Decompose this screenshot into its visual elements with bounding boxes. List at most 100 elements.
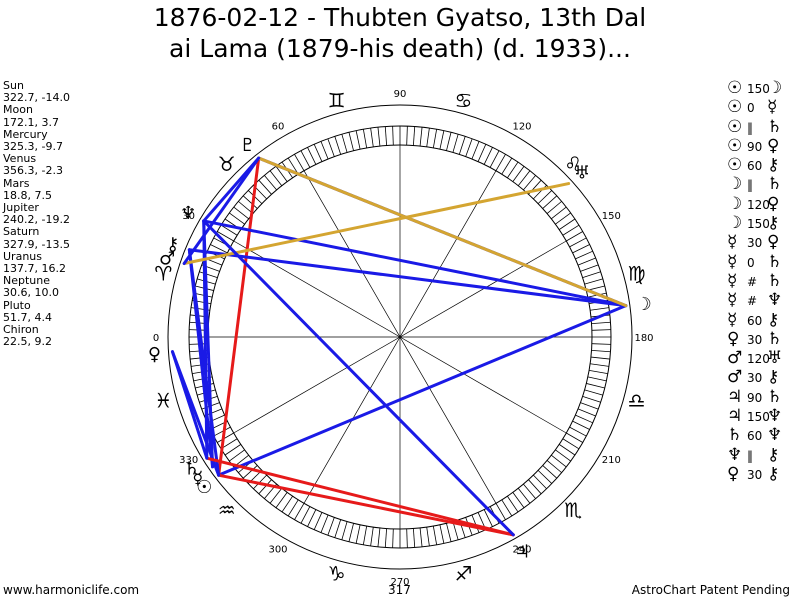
zodiac-sign-glyph: ♐ (454, 562, 472, 586)
aspect-angle: 90 (747, 139, 763, 154)
degree-tick (542, 195, 558, 209)
degree-tick (199, 271, 218, 279)
degree-tick (551, 454, 567, 468)
degree-tick (566, 432, 583, 443)
aspect-row: ☉ 150☽ (727, 78, 787, 98)
position-name: Venus (3, 152, 37, 166)
aspect-angle: 60 (747, 159, 763, 174)
aspect-planet-glyph: ⚷ (767, 213, 780, 234)
position-value: 18.8, 7.5 (3, 188, 52, 202)
degree-tick (507, 495, 519, 513)
degree-tick (300, 506, 311, 524)
degree-tick (528, 479, 542, 495)
degree-tick (307, 147, 317, 165)
position-value: 240.2, -19.2 (3, 213, 70, 227)
degree-tick (458, 136, 466, 155)
aspect-planet-glyph: ♆ (767, 290, 783, 311)
degree-tick (512, 166, 525, 182)
aspect-row: ☉ 90 ♀ (727, 136, 787, 156)
degree-tick (370, 527, 374, 547)
degree-tick (432, 526, 438, 545)
degree-tick (213, 426, 231, 437)
position-value: 327.9, -13.5 (3, 237, 70, 251)
degree-tick (590, 356, 610, 360)
aspect-angle: 0 (747, 101, 755, 116)
planet-glyph: ♃ (514, 541, 530, 562)
aspect-planet-glyph: ♄ (727, 425, 743, 446)
degree-tick (589, 369, 608, 375)
degree-tick (320, 141, 329, 160)
aspect-angle: 120 (747, 352, 770, 367)
aspect-planet-glyph: ♀ (727, 463, 740, 484)
aspect-planet-glyph: ♆ (727, 444, 743, 465)
aspect-line (217, 156, 261, 477)
aspect-line (202, 156, 261, 223)
degree-tick (419, 527, 423, 547)
degree-label: 150 (602, 211, 621, 222)
zodiac-sign-glyph: ♒ (218, 498, 236, 522)
degree-label: 60 (272, 122, 285, 133)
aspect-angle: 60 (747, 429, 763, 444)
degree-tick (384, 528, 388, 548)
aspect-planet-glyph: ☿ (767, 97, 778, 118)
degree-label: 180 (634, 333, 653, 344)
chart-title-line-2: ai Lama (1879-his death) (d. 1933)... (169, 34, 631, 63)
degree-tick (591, 321, 611, 325)
degree-tick (269, 488, 283, 504)
degree-tick (501, 499, 513, 517)
zodiac-sign-glyph: ♑ (328, 562, 346, 586)
planet-glyph: ☿ (192, 468, 203, 489)
degree-tick (327, 138, 335, 157)
degree-tick (377, 127, 381, 147)
aspect-planet-glyph: ☽ (767, 78, 783, 98)
zodiac-sign-glyph: ♎ (628, 388, 646, 412)
aspect-angle: 30 (747, 236, 763, 251)
degree-tick (582, 271, 601, 279)
aspect-planet-glyph: ♂ (727, 367, 743, 388)
degree-tick (258, 479, 272, 495)
position-value: 22.5, 9.2 (3, 335, 52, 349)
footer-number: 317 (388, 583, 411, 597)
aspect-line (217, 473, 515, 537)
aspect-planet-glyph: ☉ (727, 97, 743, 118)
degree-tick (465, 138, 473, 157)
aspect-lines (170, 156, 628, 537)
aspect-planet-glyph: ⚷ (767, 155, 780, 176)
degree-labels: 0 30 60 90 120 150 180 210 240 270 300 330 (153, 89, 654, 588)
planet-glyph: ♇ (239, 135, 255, 156)
footer-website: www.harmoniclife.com (3, 583, 140, 597)
aspect-angle: 30 (747, 467, 763, 482)
aspect-planet-glyph: ♆ (767, 425, 783, 446)
aspect-angle: 60 (747, 313, 763, 328)
zodiac-sign-glyph: ♓ (154, 388, 172, 412)
position-name: Neptune (3, 274, 51, 288)
aspect-row: ♂ 120♅ (727, 348, 787, 368)
degree-tick (580, 264, 599, 272)
chart-title-line-1: 1876-02-12 - Thubten Gyatso, 13th Dal (153, 3, 647, 32)
degree-tick (551, 206, 567, 220)
aspect-planet-glyph: ☽ (727, 193, 743, 214)
degree-tick (537, 470, 553, 484)
degree-tick (446, 523, 452, 542)
degree-tick (590, 307, 610, 311)
degree-tick (220, 224, 238, 236)
degree-tick (533, 474, 547, 490)
aspect-row: ♄ 60 ♆ (727, 425, 787, 446)
degree-tick (406, 528, 408, 548)
degree-tick (439, 524, 445, 544)
aspect-planet-glyph: ☽ (727, 174, 743, 195)
degree-tick (193, 292, 213, 298)
aspect-planet-glyph: ⚷ (767, 444, 780, 465)
aspect-planet-glyph: ☉ (727, 155, 743, 176)
aspect-line (202, 219, 628, 308)
planet-glyph: ♅ (574, 162, 590, 183)
aspect-planet-glyph: ☽ (727, 213, 743, 234)
position-name: Chiron (3, 323, 39, 337)
aspect-row: ♃ 90 ♄ (727, 387, 787, 407)
degree-tick (294, 503, 305, 520)
zodiac-sign-glyph: ♈ (154, 262, 172, 286)
zodiac-sign-glyph: ♏ (564, 498, 582, 522)
zodiac-sign-glyph: ♋ (454, 88, 472, 112)
aspect-planet-glyph: ☿ (727, 251, 738, 272)
